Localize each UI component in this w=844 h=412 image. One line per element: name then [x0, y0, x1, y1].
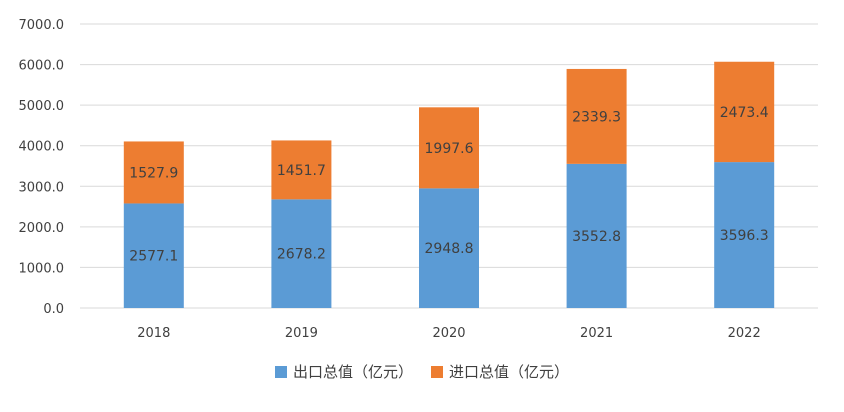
bars: [123, 61, 775, 308]
bar-value-label: 1997.6: [425, 141, 474, 157]
bar-segment: [123, 203, 184, 308]
bar-value-label: 2948.8: [425, 241, 474, 257]
bar-segment: [123, 141, 184, 204]
legend-swatch: [275, 366, 287, 378]
y-tick-label: 5000.0: [19, 99, 65, 114]
bar-segment: [714, 162, 775, 308]
legend-label: 出口总值（亿元）: [293, 363, 413, 381]
bar-value-label: 2339.3: [572, 109, 621, 125]
y-tick-label: 4000.0: [19, 140, 65, 155]
y-tick-label: 3000.0: [19, 180, 65, 195]
y-tick-label: 6000.0: [19, 59, 65, 74]
bar-value-label: 3596.3: [720, 228, 769, 244]
legend-swatch: [431, 366, 443, 378]
y-tick-label: 2000.0: [19, 221, 65, 236]
bar-segment: [714, 61, 775, 163]
bar-value-label: 1527.9: [129, 165, 178, 181]
bar-value-label: 2678.2: [277, 247, 326, 263]
bar-segment: [419, 188, 479, 308]
bar-segment: [566, 163, 627, 308]
bar-segment: [419, 107, 479, 189]
bar-value-label: 3552.8: [572, 229, 621, 245]
bar-segment: [271, 199, 332, 308]
x-tick-label: 2021: [580, 326, 613, 341]
bar-value-label: 2473.4: [720, 105, 769, 121]
axes: 0.0 1000.0 2000.0 3000.0 4000.0 5000.0 6000.0 7…: [19, 18, 761, 341]
x-tick-label: 2018: [137, 326, 170, 341]
y-tick-label: 0.0: [43, 302, 64, 317]
legend: 出口总值（亿元） 进口总值（亿元）: [275, 363, 569, 381]
bar-value-label: 1451.7: [277, 163, 326, 179]
x-tick-label: 2022: [728, 326, 761, 341]
x-tick-label: 2020: [432, 326, 465, 341]
data-labels: 2577.1 1527.9 2678.2 1451.7 2948.8 1997.6 3552…: [129, 105, 768, 265]
bar-segment: [566, 68, 627, 164]
y-tick-label: 1000.0: [19, 261, 65, 276]
bar-segment: [271, 140, 332, 200]
y-tick-label: 7000.0: [19, 18, 65, 33]
legend-label: 进口总值（亿元）: [449, 363, 569, 381]
x-tick-label: 2019: [285, 326, 318, 341]
bar-value-label: 2577.1: [129, 249, 178, 265]
